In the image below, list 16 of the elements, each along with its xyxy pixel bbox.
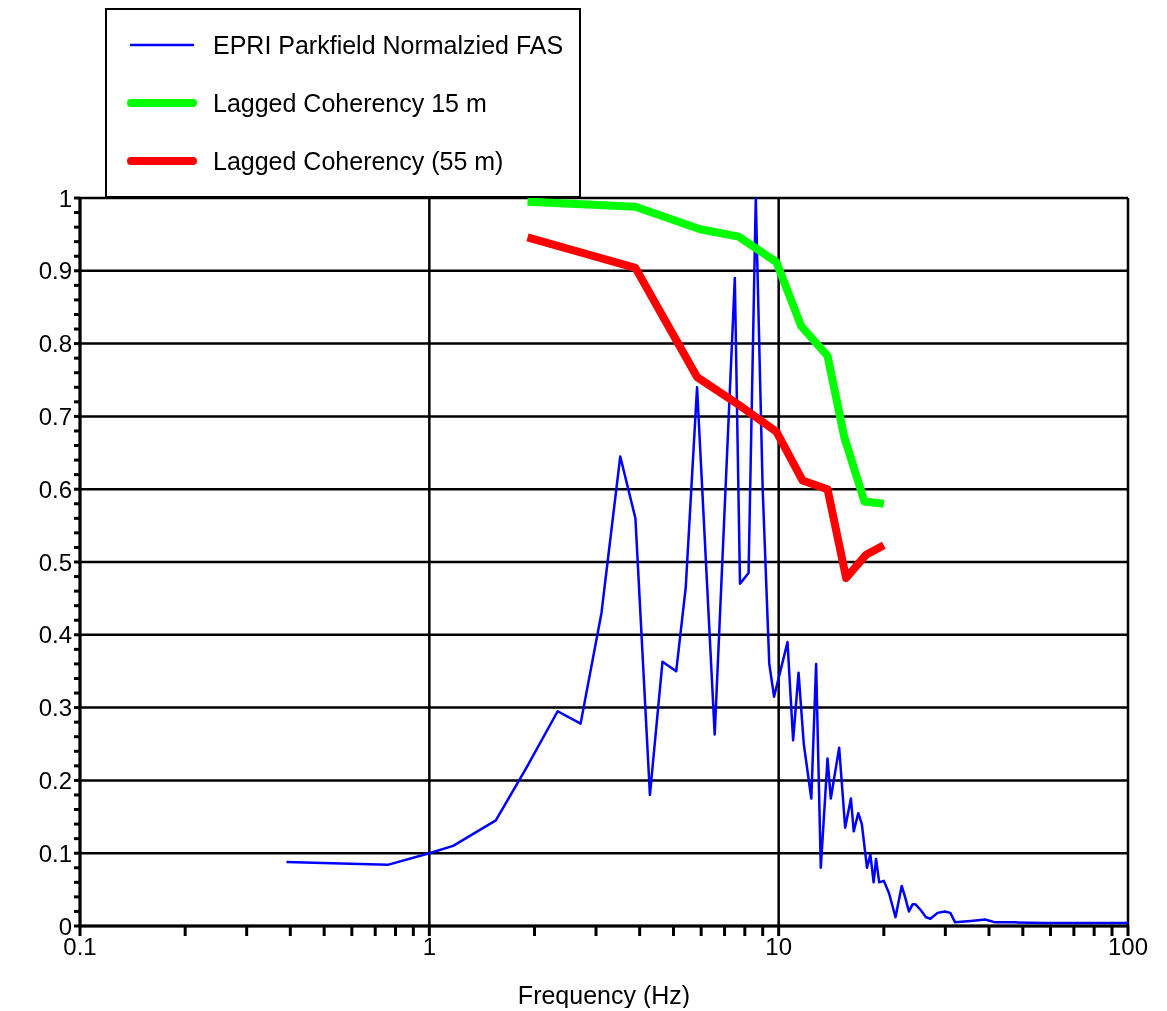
legend-label: EPRI Parkfield Normalzied FAS xyxy=(213,30,564,60)
x-tick-label: 100 xyxy=(1107,933,1149,961)
y-tick-label: 1 xyxy=(58,184,72,212)
legend-label: Lagged Coherency (55 m) xyxy=(213,146,504,176)
x-tick-label: 10 xyxy=(765,933,793,961)
y-tick-label: 0.8 xyxy=(38,330,72,358)
y-tick-label: 0.2 xyxy=(38,766,72,794)
y-tick-label: 0.9 xyxy=(38,257,72,285)
y-tick-label: 0.5 xyxy=(38,548,72,576)
y-tick-label: 0.1 xyxy=(38,839,72,867)
y-tick-label: 0.6 xyxy=(38,475,72,503)
y-tick-label: 0.4 xyxy=(38,621,72,649)
y-tick-label: 0.3 xyxy=(38,694,72,722)
x-tick-label: 1 xyxy=(422,933,437,961)
legend-label: Lagged Coherency 15 m xyxy=(213,88,487,118)
y-tick-label: 0.7 xyxy=(38,402,72,430)
